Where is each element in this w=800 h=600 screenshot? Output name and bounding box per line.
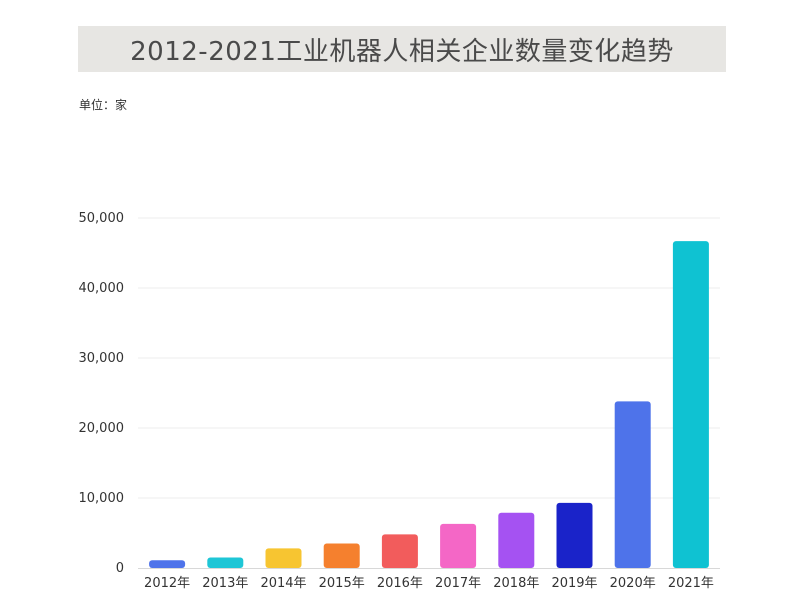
bar [265,548,302,568]
x-tick-label: 2015年 [319,576,365,591]
bar [614,401,651,568]
x-tick-label: 2012年 [144,576,190,591]
bar [556,502,593,568]
x-tick-label: 2014年 [260,576,306,591]
x-tick-label: 2017年 [435,576,481,591]
y-tick-label: 40,000 [79,281,125,296]
y-tick-label: 50,000 [79,211,125,226]
y-tick-label: 0 [116,561,124,576]
unit-label: 单位：家 [79,98,128,112]
bars [149,241,709,568]
x-tick-label: 2018年 [493,576,539,591]
bar [207,557,244,568]
bar [440,523,477,568]
y-tick-label: 30,000 [79,351,125,366]
y-axis-ticks: 0 10,000 20,000 30,000 40,000 50,000 [79,211,125,576]
x-tick-label: 2020年 [610,576,656,591]
y-tick-label: 20,000 [79,421,125,436]
x-tick-label: 2016年 [377,576,423,591]
bar [381,534,418,568]
bar [498,512,535,568]
bar [672,241,709,568]
bar [149,560,186,568]
x-axis-ticks: 2012年 2013年 2014年 2015年 2016年 2017年 2018年 2019年… [144,576,714,591]
x-tick-label: 2013年 [202,576,248,591]
bar [323,543,360,568]
y-tick-label: 10,000 [79,491,125,506]
x-tick-label: 2021年 [668,576,714,591]
x-tick-label: 2019年 [551,576,597,591]
chart-title-bar: 2012-2021工业机器人相关企业数量变化趋势 [78,26,726,72]
chart-title: 2012-2021工业机器人相关企业数量变化趋势 [130,36,674,67]
